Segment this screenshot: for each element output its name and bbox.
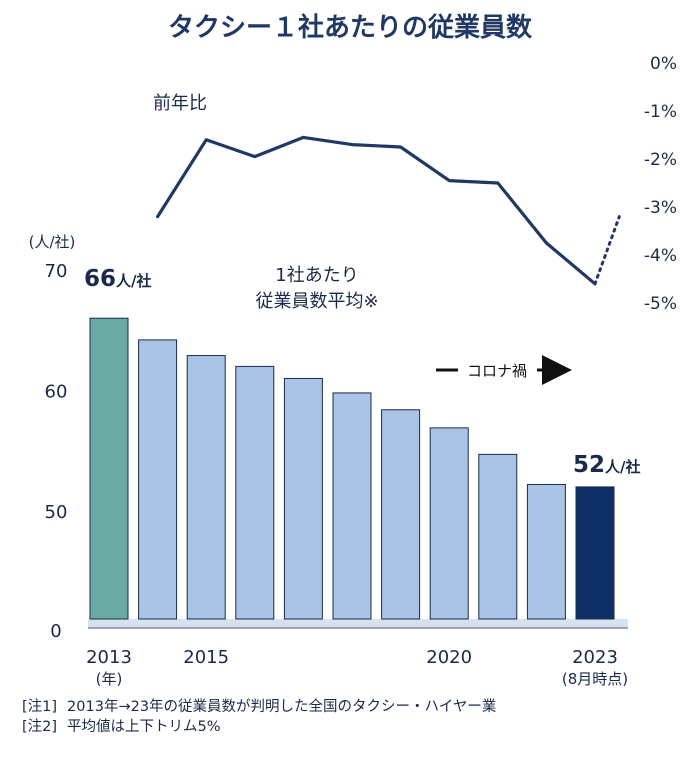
yoy-line-projected	[593, 215, 621, 286]
note-2-tag: [注2]	[22, 719, 58, 735]
y-tick-label: 0	[50, 621, 61, 642]
bar-2013	[89, 317, 129, 620]
y-tick-label: 50	[45, 502, 68, 523]
bar-2016	[235, 365, 275, 620]
x-tick-sublabel: (8月時点)	[562, 670, 628, 688]
bar-2022	[526, 483, 566, 620]
note-2-text: 平均値は上下トリム5%	[67, 719, 221, 735]
right-tick-label: -5%	[644, 294, 677, 314]
note-1-text: 2013年→23年の従業員数が判明した全国のタクシー・ハイヤー業	[67, 699, 497, 715]
y-axis-unit: (人/社)	[29, 233, 76, 251]
bar-2017	[283, 377, 323, 620]
bar-2018	[332, 392, 372, 620]
bar-series-label-1: 1社あたり	[275, 265, 358, 286]
y-tick-label: 60	[45, 382, 68, 403]
line-series: 前年比	[153, 93, 621, 286]
bar-series-label-2: 従業員数平均※	[255, 291, 378, 312]
x-tick-label: 2023	[572, 647, 618, 668]
annotation-label: コロナ禍	[467, 362, 527, 380]
yoy-line	[156, 135, 597, 286]
line-axis: 0% -1% -2% -3% -4% -5%	[644, 54, 677, 314]
bar-2023	[575, 486, 615, 620]
bar-2021	[478, 453, 518, 620]
x-tick-label: 2015	[183, 647, 229, 668]
bars	[89, 317, 615, 620]
bar-2020	[429, 427, 469, 620]
note-1: [注1] 2013年→23年の従業員数が判明した全国のタクシー・ハイヤー業	[22, 697, 496, 717]
chart-title: タクシー１社あたりの従業員数	[168, 12, 533, 43]
note-1-tag: [注1]	[22, 699, 58, 715]
first-bar-value: 66人/社	[84, 266, 152, 292]
bar-baseline	[88, 619, 628, 628]
right-tick-label: 0%	[650, 54, 677, 74]
line-series-label: 前年比	[153, 93, 207, 114]
bar-2015	[186, 355, 226, 620]
x-tick-sublabel: (年)	[96, 670, 123, 688]
right-tick-label: -4%	[644, 246, 677, 266]
bar-2019	[381, 409, 421, 620]
x-tick-label: 2020	[426, 647, 472, 668]
footnotes: [注1] 2013年→23年の従業員数が判明した全国のタクシー・ハイヤー業 [注2…	[22, 697, 496, 737]
last-bar-value: 52人/社	[573, 452, 641, 478]
y-tick-label: 70	[45, 261, 68, 282]
bar-2014	[138, 339, 178, 620]
right-tick-label: -1%	[644, 102, 677, 122]
x-tick-label: 2013	[86, 647, 132, 668]
note-2: [注2] 平均値は上下トリム5%	[22, 717, 496, 737]
right-tick-label: -2%	[644, 150, 677, 170]
bar-axis: 0 50 60 70 (人/社) 2013 (年) 2015 2020 2023 (8月時点)	[29, 233, 629, 688]
right-tick-label: -3%	[644, 198, 677, 218]
